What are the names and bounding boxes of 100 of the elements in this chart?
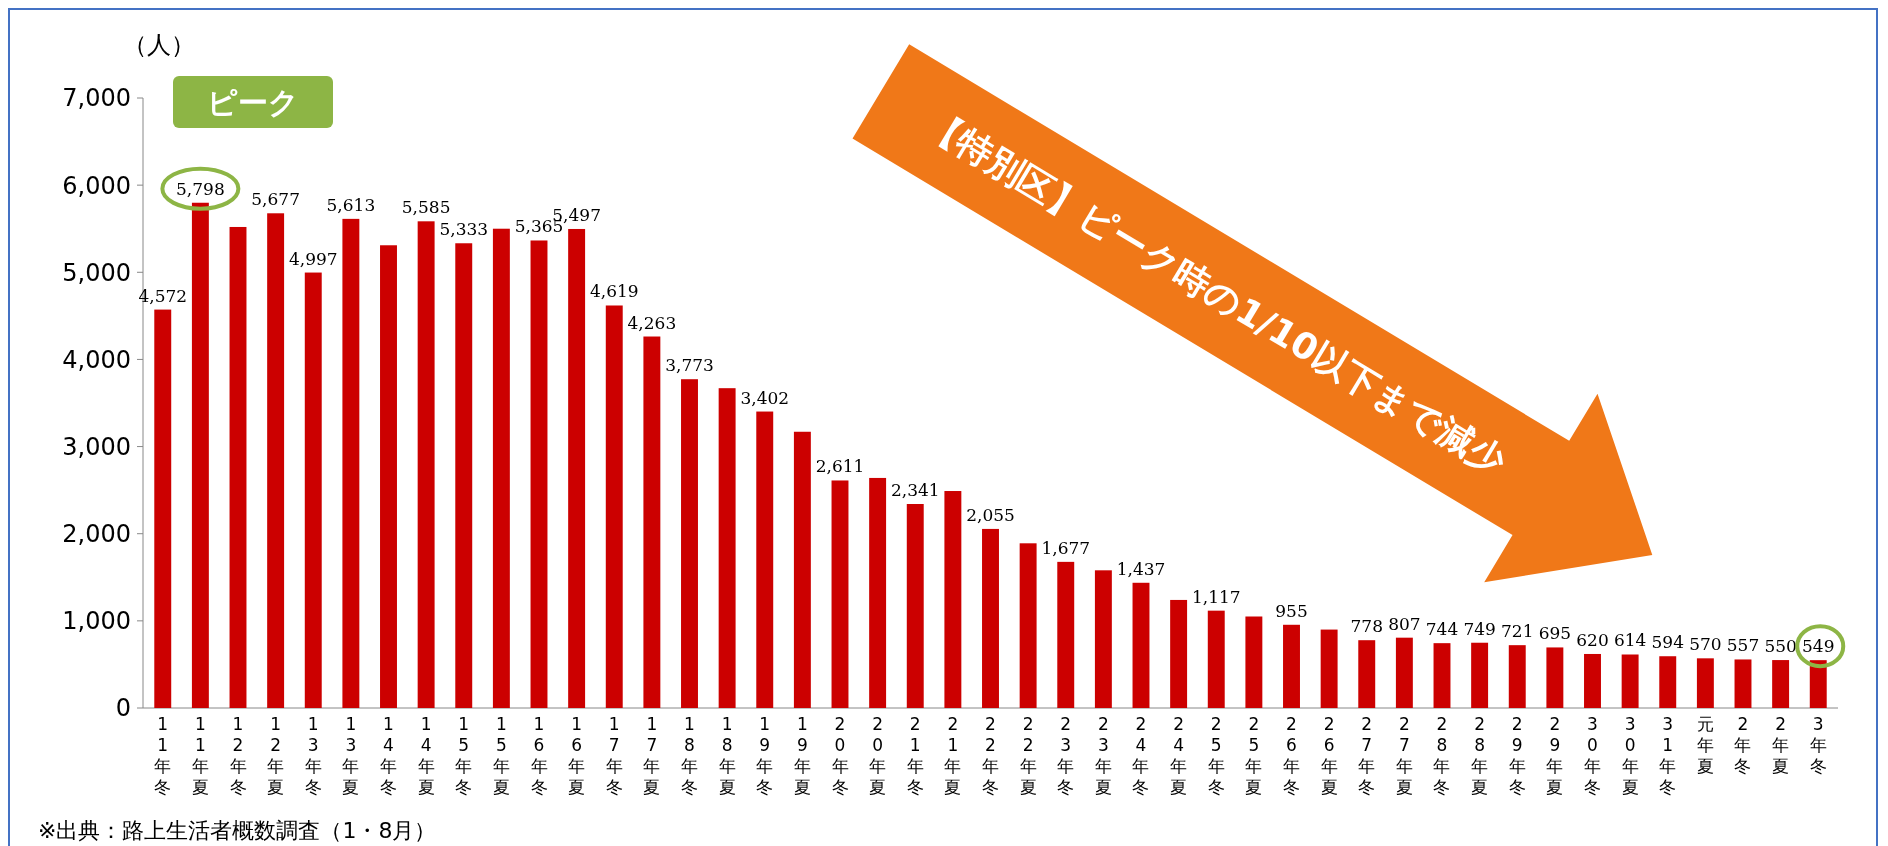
bar: [1283, 624, 1300, 708]
x-tick-label: 29年夏: [1546, 714, 1564, 797]
x-tick-label: 25年夏: [1245, 714, 1263, 797]
bar: [1057, 561, 1075, 708]
data-label: 3,773: [665, 355, 714, 376]
bar: [1019, 543, 1037, 708]
bar: [1094, 570, 1112, 708]
data-label: 4,619: [589, 281, 639, 302]
data-label: 2,611: [815, 456, 865, 477]
x-tick-label: 2年冬: [1734, 714, 1752, 776]
bar: [417, 221, 435, 708]
x-tick-label: 29年冬: [1508, 714, 1526, 797]
data-label: 1,117: [1191, 586, 1241, 607]
data-label: 3,402: [740, 387, 790, 408]
x-tick-label: 16年夏: [568, 714, 586, 797]
bar: [982, 528, 999, 708]
x-tick-label: 24年冬: [1132, 714, 1150, 797]
bar: [455, 243, 473, 708]
x-tick-label: 3年冬: [1809, 714, 1827, 776]
data-label: 749: [1463, 618, 1496, 639]
data-label: 5,798: [176, 178, 225, 199]
data-label: 620: [1576, 629, 1609, 650]
x-tick-label: 13年夏: [342, 714, 360, 797]
bar: [1772, 660, 1790, 708]
x-tick-label: 26年冬: [1283, 714, 1300, 797]
x-tick-label: 28年夏: [1471, 714, 1489, 797]
bar: [681, 379, 698, 708]
bar: [1734, 659, 1752, 708]
x-tick-label: 27年夏: [1395, 714, 1413, 797]
x-tick-label: 15年夏: [492, 714, 510, 797]
annotation: ピーク: [207, 84, 299, 120]
x-tick-label: 20年冬: [831, 714, 849, 797]
x-tick-label: 13年冬: [304, 714, 322, 797]
bar: [191, 202, 209, 708]
x-tick-label: 12年夏: [267, 714, 285, 797]
data-label: 4,263: [627, 312, 677, 333]
bar: [1696, 658, 1714, 708]
bar: [1395, 637, 1413, 708]
x-tick-label: 18年夏: [718, 714, 736, 797]
bar: [605, 305, 623, 708]
data-label: 5,585: [401, 197, 451, 218]
bar: [831, 480, 849, 708]
x-tick-label: 30年夏: [1621, 714, 1639, 797]
data-label: 778: [1350, 616, 1383, 637]
data-label: 2,055: [966, 504, 1015, 525]
bar: [304, 272, 322, 708]
bar: [267, 213, 285, 708]
bar: [1584, 653, 1601, 708]
data-label: 614: [1613, 630, 1647, 651]
bar: [793, 431, 811, 708]
x-tick-label: 14年夏: [417, 714, 435, 797]
bar: [1207, 610, 1225, 708]
bar: [906, 504, 924, 708]
bar: [380, 245, 397, 708]
data-label: 549: [1802, 636, 1835, 657]
bar: [869, 477, 887, 708]
x-tick-label: 17年冬: [605, 714, 623, 797]
bar: [530, 240, 548, 708]
data-label: 557: [1726, 635, 1760, 656]
bar: [1320, 629, 1338, 708]
y-tick-label: 2,000: [62, 520, 131, 549]
bar: [154, 309, 172, 708]
x-tick-label: 19年夏: [793, 714, 811, 797]
y-axis-title: （人）: [123, 31, 195, 59]
x-tick-label: 18年冬: [681, 714, 698, 797]
bar: [1471, 642, 1489, 708]
bar: [1245, 616, 1263, 708]
x-tick-label: 11年冬: [154, 714, 172, 797]
bar: [944, 491, 962, 708]
data-label: 744: [1425, 619, 1459, 640]
data-label: 955: [1275, 600, 1308, 621]
bar: [342, 218, 360, 708]
data-label: 594: [1651, 632, 1684, 653]
x-tick-label: 元年夏: [1696, 714, 1714, 776]
bar: [1508, 645, 1526, 708]
x-tick-label: 25年冬: [1207, 714, 1225, 797]
bar: [229, 226, 247, 708]
data-label: 1,437: [1116, 558, 1166, 579]
x-tick-label: 15年冬: [455, 714, 473, 797]
bar: [1433, 643, 1451, 708]
x-tick-label: 14年冬: [380, 714, 397, 797]
text: ※出典：路上生活者概数調査（1・8月）: [38, 818, 437, 843]
x-tick-label: 24年夏: [1170, 714, 1188, 797]
x-tick-label: 17年夏: [643, 714, 661, 797]
y-tick-label: 3,000: [62, 432, 131, 461]
x-tick-label: 23年冬: [1057, 714, 1075, 797]
y-tick-label: 1,000: [62, 607, 131, 636]
bar: [718, 388, 736, 708]
x-tick-label: 30年冬: [1584, 714, 1601, 797]
bar: [1132, 582, 1150, 708]
data-label: 5,677: [251, 189, 300, 210]
x-tick-label: 16年冬: [530, 714, 548, 797]
data-label: 721: [1501, 621, 1534, 642]
data-label: 570: [1689, 634, 1722, 655]
y-tick-label: 6,000: [62, 171, 131, 200]
x-tick-label: 19年冬: [756, 714, 774, 797]
bar: [1170, 599, 1188, 708]
x-tick-label: 21年夏: [944, 714, 962, 797]
y-tick-label: 0: [115, 694, 131, 723]
x-tick-label: 27年冬: [1358, 714, 1376, 797]
